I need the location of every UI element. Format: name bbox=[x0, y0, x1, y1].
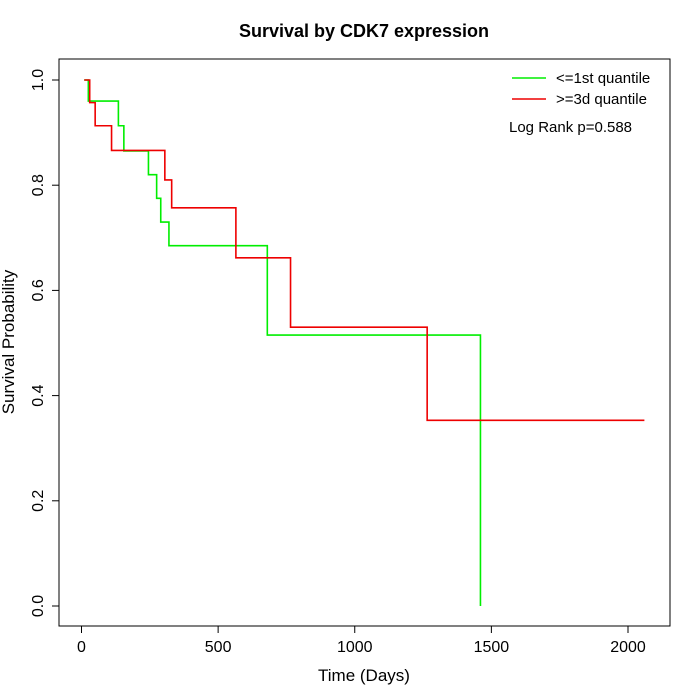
y-tick-label: 0.8 bbox=[30, 174, 47, 196]
y-tick-label: 0.2 bbox=[30, 490, 47, 512]
series-low-quantile-line bbox=[84, 79, 482, 606]
x-tick-label: 2000 bbox=[610, 639, 646, 656]
x-tick-label: 500 bbox=[205, 639, 232, 656]
y-tick-label: 1.0 bbox=[30, 69, 47, 91]
chart-title: Survival by CDK7 expression bbox=[239, 21, 489, 41]
y-tick-label: 0.6 bbox=[30, 279, 47, 301]
legend: <=1st quantile >=3d quantile bbox=[512, 70, 650, 108]
x-tick-label: 1500 bbox=[474, 639, 510, 656]
x-axis: 0 500 1000 1500 2000 bbox=[77, 625, 646, 656]
x-axis-label: Time (Days) bbox=[318, 666, 410, 685]
legend-label-low: <=1st quantile bbox=[556, 70, 650, 87]
legend-label-high: >=3d quantile bbox=[556, 91, 647, 108]
y-tick-label: 0.4 bbox=[30, 384, 47, 406]
x-tick-label: 0 bbox=[77, 639, 86, 656]
y-axis: 0.0 0.2 0.4 0.6 0.8 1.0 bbox=[30, 69, 60, 617]
logrank-annotation: Log Rank p=0.588 bbox=[509, 119, 632, 136]
x-tick-label: 1000 bbox=[337, 639, 373, 656]
y-axis-label: Survival Probability bbox=[0, 269, 18, 414]
series-layer bbox=[84, 79, 645, 606]
y-tick-label: 0.0 bbox=[30, 595, 47, 617]
series-high-quantile-line bbox=[84, 79, 645, 422]
plot-frame bbox=[58, 58, 671, 627]
